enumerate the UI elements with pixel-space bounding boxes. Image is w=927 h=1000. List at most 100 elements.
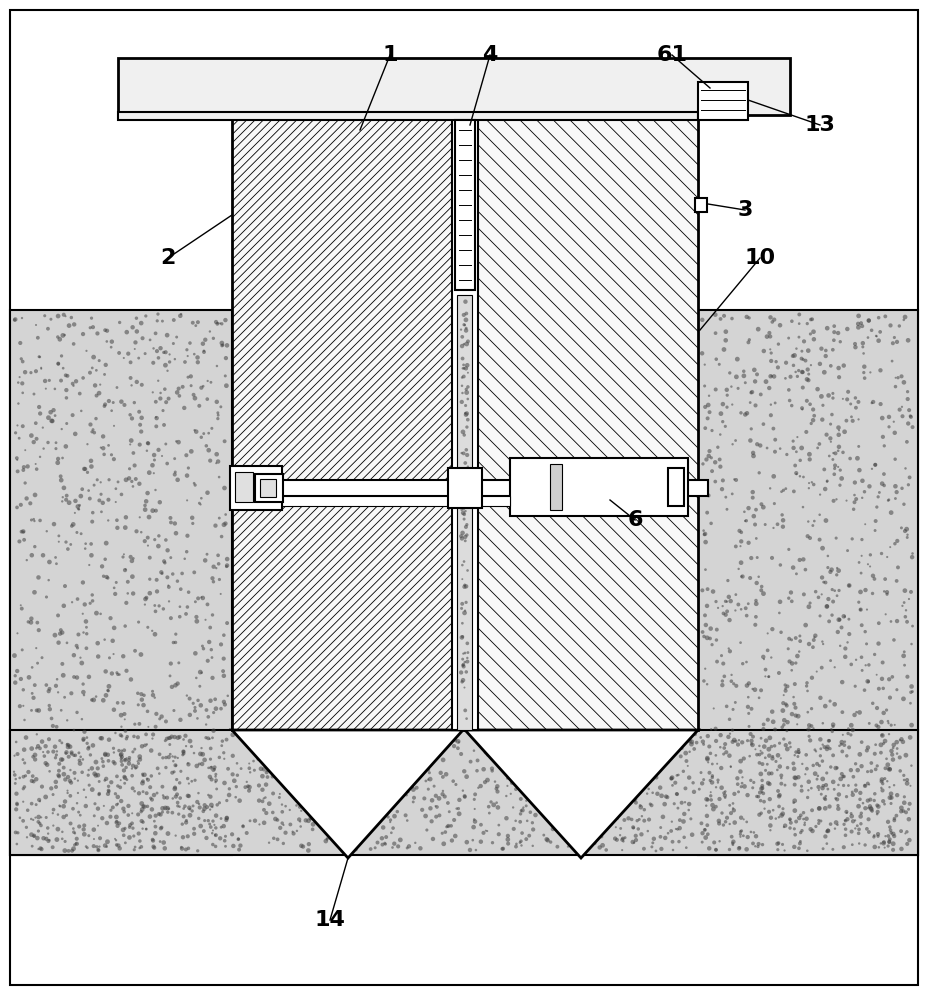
Point xyxy=(870,828,884,844)
Point xyxy=(785,560,800,576)
Point xyxy=(142,585,157,601)
Point xyxy=(122,819,137,835)
Point xyxy=(201,760,216,776)
Point xyxy=(883,786,897,802)
Point xyxy=(9,499,24,515)
Point xyxy=(342,833,357,849)
Point xyxy=(375,830,389,846)
Point xyxy=(218,312,233,328)
Point xyxy=(556,806,571,822)
Point xyxy=(859,775,874,791)
Point xyxy=(759,440,774,456)
Point xyxy=(195,638,210,654)
Point xyxy=(458,519,473,535)
Point xyxy=(181,840,196,856)
Point xyxy=(54,348,69,364)
Point xyxy=(248,731,263,747)
Point xyxy=(749,366,764,382)
Point xyxy=(700,792,715,808)
Point xyxy=(154,709,169,725)
Point xyxy=(646,831,661,847)
Point xyxy=(86,349,101,365)
Point xyxy=(726,802,741,818)
Point xyxy=(24,428,39,444)
Point xyxy=(92,773,107,789)
Point xyxy=(193,664,208,680)
Point xyxy=(210,407,225,423)
Point xyxy=(901,796,916,812)
Point xyxy=(301,836,316,852)
Point xyxy=(81,741,95,757)
Point xyxy=(717,332,732,348)
Point xyxy=(853,565,868,581)
Point xyxy=(186,826,201,842)
Point xyxy=(218,368,233,384)
Point xyxy=(149,785,164,801)
Point xyxy=(87,796,102,812)
Point xyxy=(753,582,768,598)
Point xyxy=(425,792,439,808)
Point xyxy=(44,710,59,726)
Point xyxy=(12,533,27,549)
Point xyxy=(70,640,85,656)
Point xyxy=(629,757,644,773)
Point xyxy=(895,803,909,819)
Point xyxy=(689,735,704,751)
Point xyxy=(807,818,822,834)
Point xyxy=(165,805,180,821)
Point xyxy=(67,824,82,840)
Point xyxy=(846,487,861,503)
Point xyxy=(837,827,852,843)
Point xyxy=(793,825,807,841)
Point xyxy=(73,650,88,666)
Point xyxy=(477,823,492,839)
Point xyxy=(162,346,177,362)
Point xyxy=(785,755,800,771)
Point xyxy=(107,418,121,434)
Point xyxy=(404,779,419,795)
Point xyxy=(500,778,514,794)
Point xyxy=(44,413,59,429)
Point xyxy=(56,489,70,505)
Point xyxy=(832,477,846,493)
Point xyxy=(18,442,32,458)
Point xyxy=(231,831,246,847)
Point xyxy=(174,565,189,581)
Point xyxy=(776,712,791,728)
Point xyxy=(850,394,865,410)
Point xyxy=(49,747,64,763)
Point xyxy=(899,529,914,545)
Point xyxy=(573,780,588,796)
Point xyxy=(91,842,106,858)
Point xyxy=(78,798,93,814)
Point xyxy=(200,730,215,746)
Point xyxy=(587,759,602,775)
Point xyxy=(578,794,592,810)
Point xyxy=(27,677,42,693)
Point xyxy=(118,561,133,577)
Point xyxy=(853,758,868,774)
Point xyxy=(185,695,200,711)
Point xyxy=(800,514,815,530)
Point xyxy=(93,606,108,622)
Point xyxy=(338,775,353,791)
Point xyxy=(195,756,210,772)
Point xyxy=(460,645,475,661)
Point xyxy=(28,456,43,472)
Point xyxy=(751,738,766,754)
Point xyxy=(761,766,776,782)
Point xyxy=(28,487,43,503)
Point xyxy=(696,822,711,838)
Point xyxy=(158,357,172,373)
Point xyxy=(98,663,113,679)
Point xyxy=(786,777,801,793)
Point xyxy=(114,793,129,809)
Point xyxy=(756,785,770,801)
Point xyxy=(451,792,466,808)
Point xyxy=(57,772,72,788)
Point xyxy=(82,739,96,755)
Point xyxy=(539,831,553,847)
Point xyxy=(84,760,99,776)
Point xyxy=(883,613,897,629)
Point xyxy=(458,294,473,310)
